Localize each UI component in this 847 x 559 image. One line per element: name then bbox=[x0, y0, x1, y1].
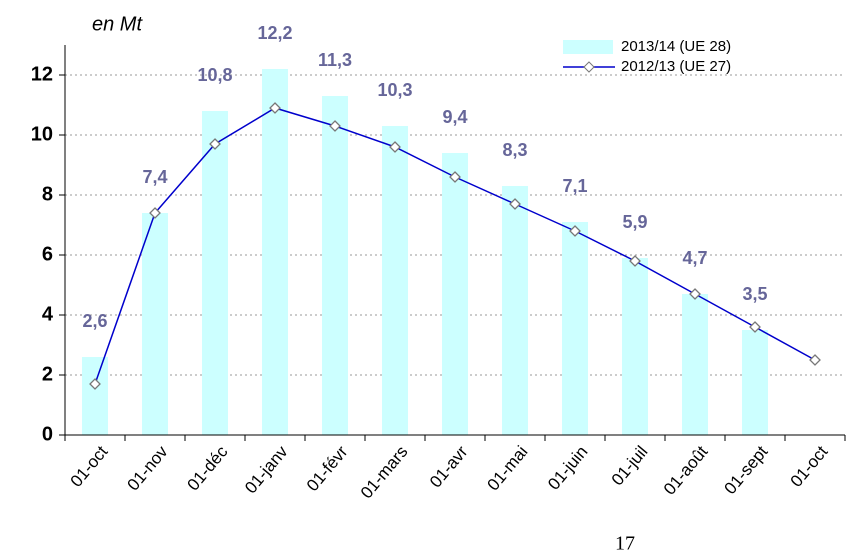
marker bbox=[149, 207, 161, 219]
legend-label: 2013/14 (UE 28) bbox=[621, 38, 731, 55]
data-label: 3,5 bbox=[742, 284, 767, 304]
x-tick-label: 01-déc bbox=[184, 442, 232, 494]
data-label: 10,3 bbox=[377, 80, 412, 100]
x-tick-label: 01-juil bbox=[608, 442, 652, 489]
data-label: 2,6 bbox=[82, 311, 107, 331]
y-tick-label: 6 bbox=[42, 243, 53, 265]
x-tick-label: 01-avr bbox=[426, 442, 472, 491]
x-tick-label: 01-oct bbox=[67, 442, 112, 491]
marker bbox=[749, 321, 761, 333]
marker bbox=[329, 120, 341, 132]
data-label: 9,4 bbox=[442, 107, 467, 127]
legend-label: 2012/13 (UE 27) bbox=[621, 58, 731, 75]
legend-marker bbox=[583, 61, 595, 73]
marker bbox=[389, 141, 401, 153]
legend-swatch bbox=[563, 40, 613, 54]
bar bbox=[382, 126, 408, 435]
bar bbox=[502, 186, 528, 435]
marker bbox=[689, 288, 701, 300]
bar bbox=[622, 258, 648, 435]
x-tick-label: 01-août bbox=[660, 442, 712, 499]
y-tick-label: 10 bbox=[31, 123, 53, 145]
y-tick-label: 12 bbox=[31, 63, 53, 85]
y-tick-label: 2 bbox=[42, 363, 53, 385]
marker bbox=[569, 225, 581, 237]
y-tick-label: 4 bbox=[42, 303, 54, 325]
bar bbox=[142, 213, 168, 435]
bar bbox=[82, 357, 108, 435]
marker bbox=[509, 198, 521, 210]
bar bbox=[562, 222, 588, 435]
marker bbox=[809, 354, 821, 366]
unit-annotation: en Mt bbox=[92, 13, 143, 35]
data-label: 7,1 bbox=[562, 176, 587, 196]
data-label: 4,7 bbox=[682, 248, 707, 268]
marker bbox=[629, 255, 641, 267]
data-label: 12,2 bbox=[257, 23, 292, 43]
bar bbox=[262, 69, 288, 435]
x-tick-label: 01-févr bbox=[303, 442, 352, 495]
bar bbox=[322, 96, 348, 435]
x-tick-label: 01-juin bbox=[544, 442, 591, 493]
x-tick-label: 01-nov bbox=[124, 442, 172, 494]
x-tick-label: 01-mars bbox=[357, 442, 412, 502]
x-tick-label: 01-mai bbox=[484, 442, 532, 494]
x-tick-label: 01-janv bbox=[241, 442, 292, 497]
data-label: 5,9 bbox=[622, 212, 647, 232]
page-number: 17 bbox=[615, 533, 635, 555]
bar bbox=[742, 330, 768, 435]
data-label: 7,4 bbox=[142, 167, 167, 187]
marker bbox=[89, 378, 101, 390]
bar bbox=[202, 111, 228, 435]
data-label: 8,3 bbox=[502, 140, 527, 160]
marker bbox=[209, 138, 221, 150]
bar bbox=[682, 294, 708, 435]
data-label: 11,3 bbox=[318, 50, 352, 70]
marker bbox=[269, 102, 281, 114]
bar bbox=[442, 153, 468, 435]
x-tick-label: 01-oct bbox=[787, 442, 832, 491]
y-tick-label: 8 bbox=[42, 183, 53, 205]
x-tick-label: 01-sept bbox=[720, 442, 771, 498]
data-label: 10,8 bbox=[197, 65, 232, 85]
marker bbox=[449, 171, 461, 183]
y-tick-label: 0 bbox=[42, 423, 53, 445]
